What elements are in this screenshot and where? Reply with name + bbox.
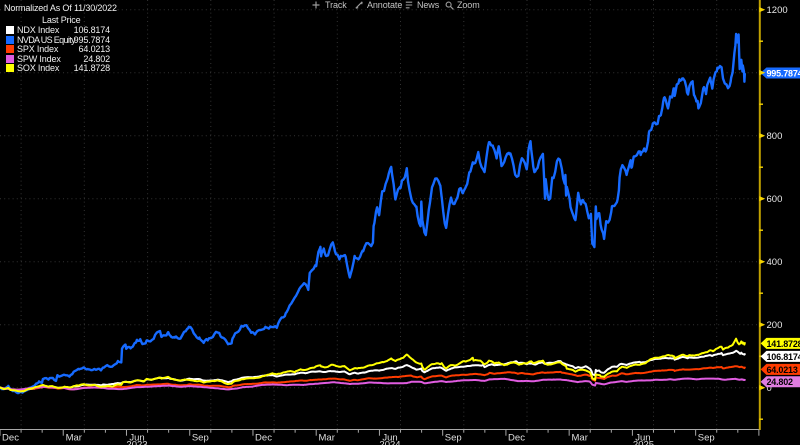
svg-text:0: 0: [767, 383, 772, 394]
svg-text:Sep: Sep: [698, 433, 715, 444]
svg-text:141.8728: 141.8728: [767, 339, 800, 349]
svg-text:200: 200: [767, 320, 783, 331]
svg-text:400: 400: [767, 257, 783, 268]
svg-text:Jun: Jun: [635, 433, 650, 444]
svg-text:Sep: Sep: [192, 433, 209, 444]
svg-text:Mar: Mar: [319, 433, 335, 444]
svg-text:2024: 2024: [379, 440, 400, 445]
svg-text:Dec: Dec: [508, 433, 525, 444]
svg-text:2025: 2025: [633, 440, 654, 445]
svg-text:Mar: Mar: [572, 433, 588, 444]
svg-text:64.0213: 64.0213: [767, 365, 798, 375]
svg-text:24.802: 24.802: [767, 377, 794, 387]
svg-text:800: 800: [767, 131, 783, 142]
svg-text:Dec: Dec: [2, 433, 19, 444]
svg-text:Jun: Jun: [382, 433, 397, 444]
svg-text:Mar: Mar: [66, 433, 82, 444]
svg-text:Sep: Sep: [445, 433, 462, 444]
svg-text:2023: 2023: [126, 440, 147, 445]
svg-text:600: 600: [767, 194, 783, 205]
svg-text:995.7874: 995.7874: [767, 68, 800, 78]
svg-text:106.8174: 106.8174: [767, 352, 800, 362]
svg-text:1200: 1200: [767, 5, 788, 16]
svg-text:Dec: Dec: [255, 433, 272, 444]
svg-text:Jun: Jun: [129, 433, 144, 444]
